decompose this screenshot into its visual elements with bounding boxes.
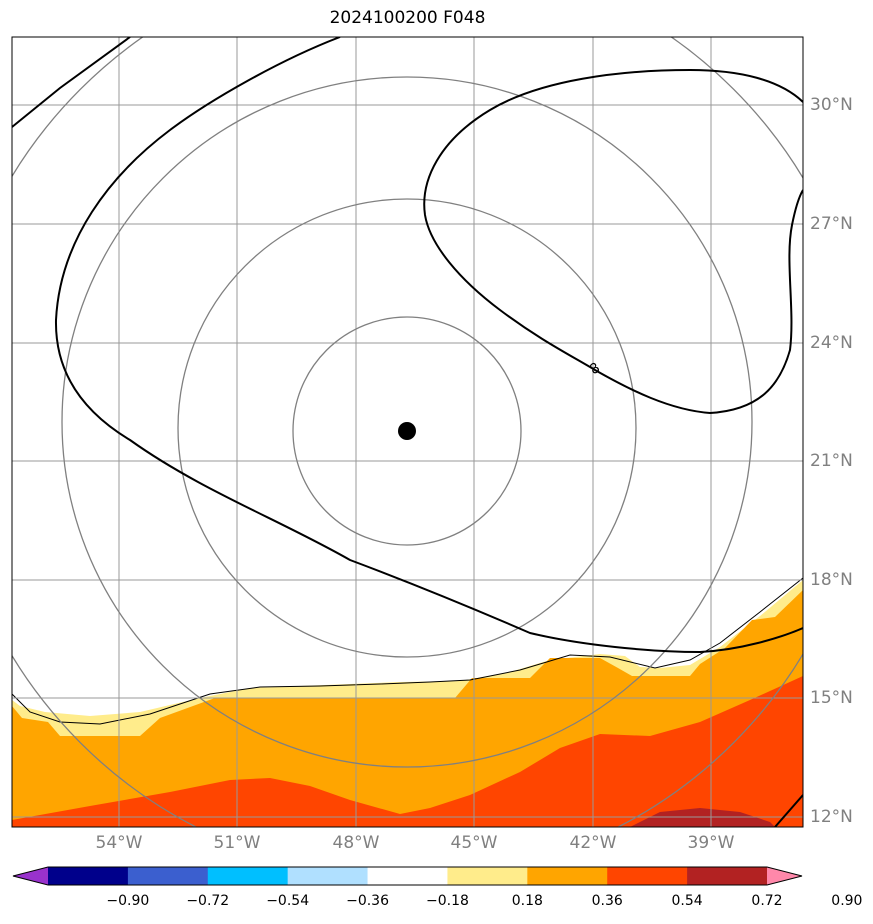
colorbar-segment (687, 867, 768, 885)
map-frame (11, 36, 804, 828)
lon-label: 51°W (213, 833, 261, 853)
colorbar-segment (127, 867, 209, 885)
colorbar-tick-label: 0.18 (511, 893, 543, 909)
range-ring-3 (61, 76, 753, 768)
lat-label: 21°N (810, 451, 853, 471)
range-ring-2 (177, 198, 637, 658)
lon-label: 54°W (95, 833, 143, 853)
lat-label: 15°N (810, 688, 853, 708)
colorbar-tick-label: −0.18 (425, 893, 469, 909)
map-plot: 8 (11, 36, 804, 828)
colorbar-segment (607, 867, 688, 885)
contour-closed-loop (423, 68, 803, 415)
colorbar-segment (287, 867, 369, 885)
contour-top-left (12, 37, 131, 128)
lon-label: 42°W (569, 833, 617, 853)
colorbar-tick-label: −0.36 (346, 893, 389, 909)
graticule (12, 37, 803, 827)
colorbar-segment (447, 867, 528, 885)
colorbar (12, 866, 803, 886)
lon-label: 39°W (687, 833, 735, 853)
colorbar-tick-label: 0.36 (591, 893, 623, 909)
colorbar-tick-label: −0.54 (266, 893, 310, 909)
colorbar-segment (367, 867, 448, 885)
lat-label: 27°N (810, 214, 853, 234)
thin-contour (12, 577, 803, 725)
storm-center-marker (398, 422, 416, 440)
contour-large-loop (54, 37, 803, 654)
thick-contours (12, 37, 803, 827)
lat-label: 18°N (810, 570, 853, 590)
colorbar-segment (48, 867, 129, 885)
colorbar-tick-label: 0.90 (831, 893, 863, 909)
lon-label: 48°W (332, 833, 380, 853)
map-title: 2024100200 F048 (329, 8, 486, 28)
colorbar-segment (767, 867, 802, 885)
colorbar-tick-label: 0.72 (751, 893, 783, 909)
lat-label: 24°N (810, 333, 853, 353)
colorbar-tick-label: −0.72 (186, 893, 230, 909)
lon-label: 45°W (450, 833, 498, 853)
contour-bottom-right (774, 794, 803, 827)
range-ring-1 (292, 316, 522, 546)
lat-label: 12°N (810, 807, 853, 827)
colorbar-segment (207, 867, 289, 885)
colorbar-tick-label: −0.90 (106, 893, 150, 909)
lat-label: 30°N (810, 95, 853, 115)
red-orange-band (12, 676, 803, 827)
colorbar-segment (13, 867, 48, 885)
range-rings (12, 37, 803, 827)
colorbar-segment (527, 867, 608, 885)
colorbar-tick-label: 0.54 (671, 893, 703, 909)
